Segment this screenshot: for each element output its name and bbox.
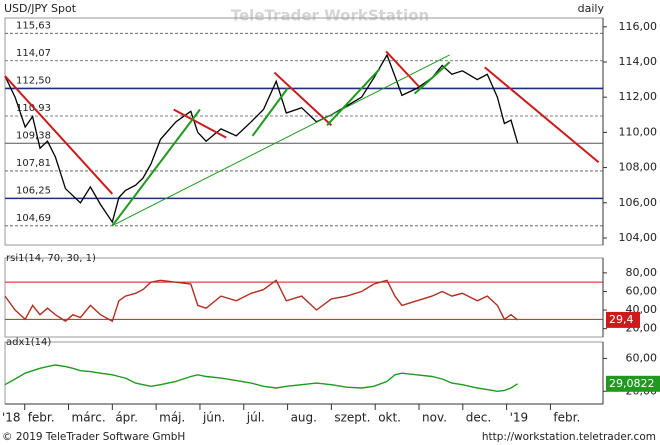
- x-tick-label: ápr.: [115, 411, 138, 425]
- chart-title: USD/JPY Spot: [4, 2, 77, 15]
- level-label: 115,63: [16, 20, 51, 31]
- y-tick-label: 60,00: [626, 351, 658, 364]
- trendline: [385, 50, 420, 88]
- series-line: [4, 53, 519, 224]
- y-tick-label: 60,00: [626, 284, 658, 297]
- x-tick-label: '19: [510, 411, 529, 425]
- y-tick-label: 108,00: [619, 161, 658, 174]
- y-tick-label: 112,00: [619, 90, 658, 103]
- last-value-box: [606, 311, 640, 328]
- last-value-box: [606, 375, 660, 392]
- trendline: [326, 68, 381, 127]
- y-tick-label: 116,00: [619, 20, 658, 33]
- y-tick-label: 106,00: [619, 196, 658, 209]
- indicator-title: rsi1(14, 70, 30, 1): [6, 253, 96, 264]
- level-label: 109,38: [16, 130, 51, 141]
- x-tick-label: okt.: [378, 411, 401, 425]
- x-tick-label: febr.: [553, 411, 580, 425]
- level-label: 112,50: [16, 75, 51, 86]
- level-label: 104,69: [16, 213, 51, 224]
- panel-frame: [4, 17, 604, 246]
- x-tick-label: febr.: [28, 411, 55, 425]
- y-tick-label: 104,00: [619, 231, 658, 244]
- trendline: [111, 108, 201, 227]
- last-value-label: 29,4: [609, 313, 634, 326]
- y-tick-label: 114,00: [619, 55, 658, 68]
- panel-frame: [4, 341, 604, 405]
- trendline: [413, 61, 451, 95]
- x-tick-label: márc.: [72, 411, 106, 425]
- series-line: [4, 364, 518, 393]
- series-line: [4, 279, 519, 323]
- period: daily: [578, 2, 605, 15]
- level-label: 106,25: [16, 185, 51, 196]
- x-tick-label: nov.: [422, 411, 447, 425]
- url: http://workstation.teletrader.com: [482, 431, 656, 443]
- x-tick-label: júl.: [246, 411, 265, 425]
- x-tick-label: aug.: [291, 411, 317, 425]
- watermark: TeleTrader WorkStation: [231, 7, 429, 25]
- indicator-title: adx1(14): [6, 337, 51, 348]
- trendline: [173, 108, 227, 139]
- x-tick-label: máj.: [159, 411, 185, 425]
- trendline: [484, 66, 600, 164]
- trendline: [112, 54, 450, 227]
- x-tick-label: szept.: [334, 411, 370, 425]
- last-value-label: 29,0822: [609, 377, 655, 390]
- y-tick-label: 80,00: [626, 266, 658, 279]
- x-tick-label: dec.: [466, 411, 491, 425]
- trendline: [251, 87, 289, 137]
- x-tick-label: jún.: [202, 411, 225, 425]
- y-tick-label: 110,00: [619, 125, 658, 138]
- level-label: 114,07: [16, 48, 51, 59]
- trendline: [4, 75, 114, 195]
- trendline: [273, 71, 333, 127]
- year-label: '18: [2, 411, 21, 425]
- level-label: 107,81: [16, 158, 51, 169]
- copyright: © 2019 TeleTrader Software GmbH: [2, 431, 185, 443]
